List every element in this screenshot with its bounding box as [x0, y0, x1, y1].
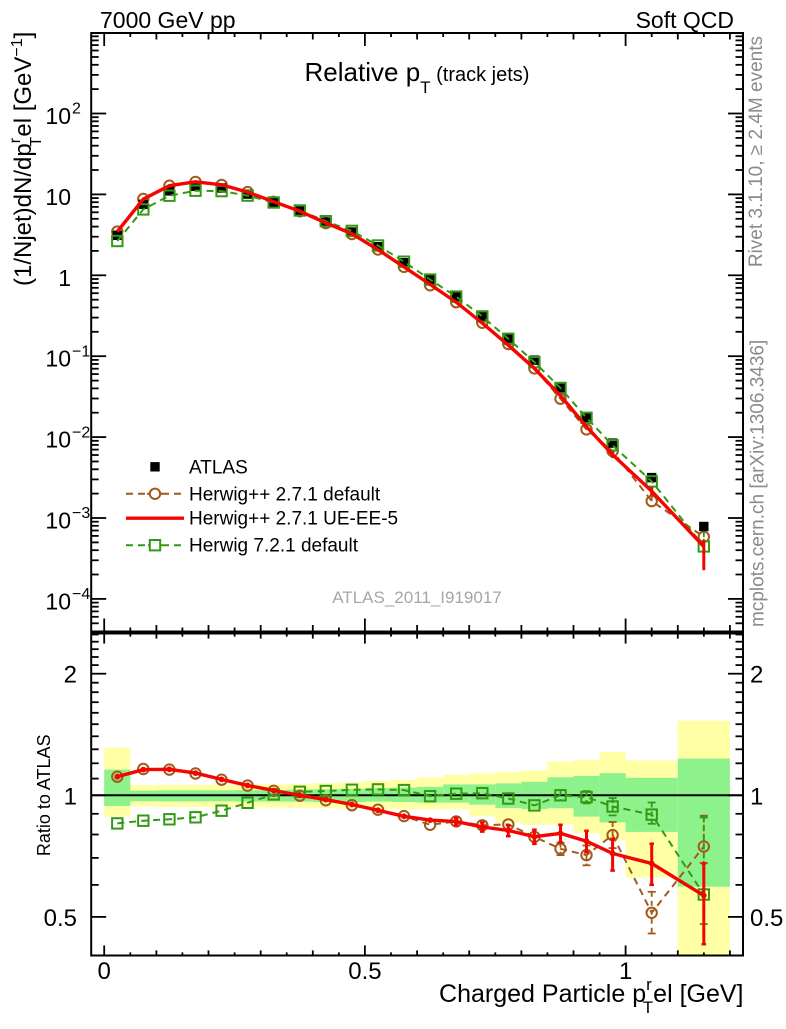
svg-text:mcplots.cern.ch [arXiv:1306.34: mcplots.cern.ch [arXiv:1306.3436] [748, 340, 769, 627]
svg-text:Herwig 7.2.1 default: Herwig 7.2.1 default [189, 536, 359, 557]
svg-text:1: 1 [58, 265, 71, 291]
svg-text:0.5: 0.5 [44, 905, 77, 932]
svg-text:2: 2 [72, 101, 81, 118]
svg-text:10: 10 [45, 588, 71, 614]
svg-text:Soft QCD: Soft QCD [636, 7, 734, 33]
svg-text:10: 10 [45, 508, 71, 534]
svg-text:10: 10 [45, 427, 71, 453]
svg-text:1: 1 [619, 958, 632, 985]
svg-text:1: 1 [750, 783, 763, 810]
svg-text:Herwig++ 2.7.1 default: Herwig++ 2.7.1 default [189, 484, 381, 505]
svg-text:10: 10 [45, 184, 71, 210]
svg-text:−4: −4 [72, 586, 90, 603]
svg-text:ATLAS: ATLAS [189, 457, 248, 478]
svg-text:−3: −3 [72, 505, 90, 522]
svg-text:10: 10 [45, 346, 71, 372]
svg-text:−2: −2 [72, 424, 90, 441]
svg-text:0: 0 [98, 958, 111, 985]
svg-text:10: 10 [45, 103, 71, 129]
svg-text:2: 2 [750, 662, 763, 689]
svg-text:Herwig++ 2.7.1 UE-EE-5: Herwig++ 2.7.1 UE-EE-5 [189, 509, 398, 530]
svg-text:7000 GeV pp: 7000 GeV pp [100, 7, 236, 33]
svg-text:Rivet 3.1.10, ≥ 2.4M events: Rivet 3.1.10, ≥ 2.4M events [746, 36, 767, 267]
svg-text:0.5: 0.5 [348, 958, 381, 985]
svg-text:1: 1 [64, 783, 77, 810]
svg-text:−1: −1 [72, 343, 90, 360]
svg-text:2: 2 [64, 662, 77, 689]
svg-text:Ratio to ATLAS: Ratio to ATLAS [34, 734, 54, 856]
svg-text:0.5: 0.5 [750, 905, 783, 932]
svg-text:ATLAS_2011_I919017: ATLAS_2011_I919017 [332, 588, 502, 607]
